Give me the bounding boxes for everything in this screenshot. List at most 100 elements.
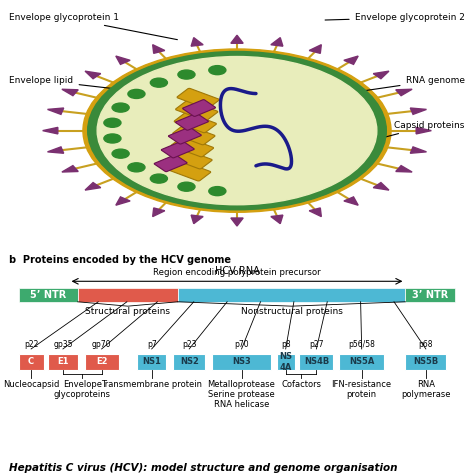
Circle shape — [83, 49, 391, 212]
FancyBboxPatch shape — [175, 100, 218, 121]
Polygon shape — [344, 197, 358, 205]
FancyBboxPatch shape — [48, 354, 78, 370]
Circle shape — [104, 134, 121, 143]
Polygon shape — [309, 208, 321, 217]
Text: NS
4A: NS 4A — [279, 352, 292, 372]
Polygon shape — [191, 215, 203, 224]
FancyBboxPatch shape — [178, 288, 405, 302]
FancyBboxPatch shape — [300, 354, 334, 370]
Polygon shape — [62, 89, 78, 96]
FancyBboxPatch shape — [171, 137, 214, 157]
Polygon shape — [231, 35, 243, 43]
Polygon shape — [396, 165, 412, 172]
Text: p70: p70 — [234, 340, 249, 349]
Polygon shape — [153, 45, 165, 54]
Text: Nucleocapsid: Nucleocapsid — [3, 380, 59, 389]
Circle shape — [97, 56, 377, 205]
FancyBboxPatch shape — [168, 161, 211, 181]
Text: Envelope glycoprotein 1: Envelope glycoprotein 1 — [9, 13, 177, 40]
FancyBboxPatch shape — [212, 354, 271, 370]
Text: Envelope glycoprotein 2: Envelope glycoprotein 2 — [325, 13, 465, 22]
Polygon shape — [62, 165, 78, 172]
Text: p22: p22 — [24, 340, 38, 349]
Text: E2: E2 — [96, 357, 108, 366]
FancyBboxPatch shape — [405, 354, 447, 370]
Polygon shape — [231, 218, 243, 226]
Polygon shape — [416, 128, 431, 134]
FancyBboxPatch shape — [168, 128, 201, 144]
Text: NS4B: NS4B — [304, 357, 329, 366]
Polygon shape — [396, 89, 412, 96]
Text: NS5A: NS5A — [349, 357, 374, 366]
Text: Hepatitis C virus (HCV): model structure and genome organisation: Hepatitis C virus (HCV): model structure… — [9, 463, 398, 473]
Text: Nonstructural proteins: Nonstructural proteins — [241, 307, 343, 316]
Circle shape — [209, 65, 226, 75]
Text: HCV RNA: HCV RNA — [215, 266, 259, 276]
Polygon shape — [153, 208, 165, 217]
Circle shape — [150, 174, 167, 183]
FancyBboxPatch shape — [405, 288, 456, 302]
Text: p56/58: p56/58 — [348, 340, 375, 349]
Text: p7: p7 — [147, 340, 156, 349]
Text: C: C — [28, 357, 34, 366]
Text: 5’ NTR: 5’ NTR — [30, 290, 66, 300]
Circle shape — [112, 149, 129, 158]
Polygon shape — [271, 37, 283, 46]
FancyBboxPatch shape — [84, 354, 118, 370]
Polygon shape — [47, 147, 64, 153]
Polygon shape — [85, 182, 101, 190]
Circle shape — [178, 182, 195, 191]
Circle shape — [104, 118, 121, 128]
FancyBboxPatch shape — [170, 149, 212, 169]
FancyBboxPatch shape — [277, 354, 295, 370]
Text: Envelope
glycoproteins: Envelope glycoproteins — [54, 380, 111, 399]
Polygon shape — [410, 108, 427, 114]
FancyBboxPatch shape — [175, 113, 209, 130]
Text: Capsid proteins: Capsid proteins — [316, 121, 465, 155]
FancyBboxPatch shape — [174, 112, 217, 133]
Circle shape — [128, 90, 145, 99]
FancyBboxPatch shape — [177, 88, 219, 109]
Circle shape — [209, 187, 226, 196]
FancyBboxPatch shape — [339, 354, 384, 370]
FancyBboxPatch shape — [18, 354, 44, 370]
Text: p27: p27 — [309, 340, 324, 349]
Circle shape — [178, 70, 195, 79]
FancyBboxPatch shape — [154, 155, 187, 172]
Polygon shape — [85, 71, 101, 79]
Circle shape — [88, 52, 386, 210]
Polygon shape — [309, 45, 321, 54]
FancyBboxPatch shape — [173, 125, 215, 145]
Text: Transmembrane protein: Transmembrane protein — [101, 380, 202, 389]
Polygon shape — [373, 71, 389, 79]
Polygon shape — [410, 147, 427, 153]
Text: E1: E1 — [57, 357, 69, 366]
Polygon shape — [373, 182, 389, 190]
Text: p23: p23 — [182, 340, 196, 349]
Polygon shape — [271, 215, 283, 224]
Polygon shape — [43, 128, 58, 134]
Polygon shape — [116, 197, 130, 205]
Text: b  Proteins encoded by the HCV genome: b Proteins encoded by the HCV genome — [9, 255, 231, 265]
Text: IFN-resistance
protein: IFN-resistance protein — [332, 380, 392, 399]
Circle shape — [150, 78, 167, 87]
Text: Structural proteins: Structural proteins — [85, 307, 170, 316]
Text: NS1: NS1 — [142, 357, 161, 366]
Text: 3’ NTR: 3’ NTR — [412, 290, 448, 300]
Polygon shape — [191, 37, 203, 46]
Circle shape — [128, 163, 145, 172]
Text: NS3: NS3 — [232, 357, 251, 366]
Polygon shape — [344, 56, 358, 64]
Circle shape — [112, 103, 129, 112]
FancyBboxPatch shape — [173, 354, 205, 370]
Text: gp35: gp35 — [53, 340, 73, 349]
Text: Envelope lipid: Envelope lipid — [9, 76, 149, 92]
Polygon shape — [116, 56, 130, 64]
Text: NS2: NS2 — [180, 357, 199, 366]
Text: Cofactors: Cofactors — [281, 380, 321, 389]
FancyBboxPatch shape — [137, 354, 166, 370]
FancyBboxPatch shape — [78, 288, 178, 302]
Text: Region encoding polyprotein precursor: Region encoding polyprotein precursor — [153, 268, 321, 277]
Text: RNA genome: RNA genome — [335, 76, 465, 95]
Text: p8: p8 — [281, 340, 291, 349]
